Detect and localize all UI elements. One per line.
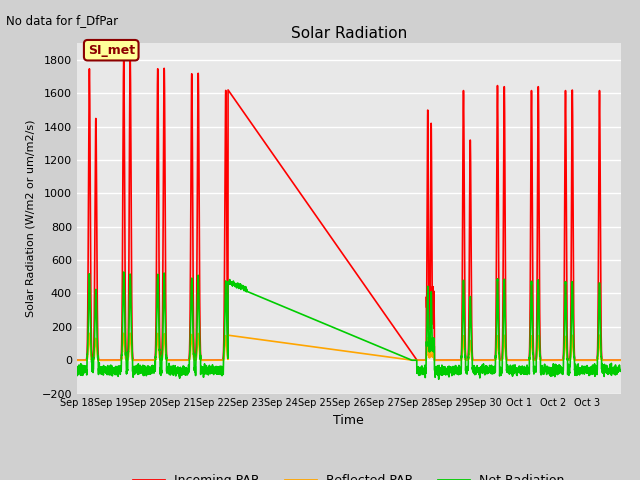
Reflected PAR xyxy=(499,357,506,363)
Y-axis label: Solar Radiation (W/m2 or um/m2/s): Solar Radiation (W/m2 or um/m2/s) xyxy=(26,120,36,317)
Legend: Incoming PAR, Reflected PAR, Net Radiation: Incoming PAR, Reflected PAR, Net Radiati… xyxy=(128,469,570,480)
Net Radiation xyxy=(398,353,406,359)
Incoming PAR xyxy=(73,357,81,363)
Net Radiation xyxy=(435,376,442,382)
Net Radiation xyxy=(539,367,547,373)
Net Radiation xyxy=(120,269,127,275)
Reflected PAR xyxy=(617,357,625,363)
Net Radiation xyxy=(499,367,506,373)
Net Radiation xyxy=(617,368,625,373)
Reflected PAR xyxy=(186,356,194,361)
Line: Reflected PAR: Reflected PAR xyxy=(77,333,621,360)
Reflected PAR xyxy=(73,357,81,363)
Reflected PAR xyxy=(525,357,532,363)
Line: Incoming PAR: Incoming PAR xyxy=(77,60,621,360)
Title: Solar Radiation: Solar Radiation xyxy=(291,25,407,41)
Incoming PAR xyxy=(617,357,625,363)
Net Radiation xyxy=(369,341,377,347)
Incoming PAR xyxy=(369,294,377,300)
Incoming PAR xyxy=(186,342,193,348)
Text: SI_met: SI_met xyxy=(88,44,135,57)
Incoming PAR xyxy=(525,357,532,362)
Reflected PAR xyxy=(539,357,547,363)
Incoming PAR xyxy=(447,357,454,363)
Reflected PAR xyxy=(398,356,406,362)
Reflected PAR xyxy=(129,358,136,363)
Incoming PAR xyxy=(398,336,406,342)
X-axis label: Time: Time xyxy=(333,414,364,427)
Net Radiation xyxy=(73,367,81,372)
Reflected PAR xyxy=(369,352,377,358)
Incoming PAR xyxy=(499,353,506,359)
Incoming PAR xyxy=(126,57,134,63)
Incoming PAR xyxy=(539,357,547,363)
Net Radiation xyxy=(186,351,193,357)
Net Radiation xyxy=(525,365,532,371)
Text: No data for f_DfPar: No data for f_DfPar xyxy=(6,14,118,27)
Reflected PAR xyxy=(126,330,134,336)
Line: Net Radiation: Net Radiation xyxy=(77,272,621,379)
